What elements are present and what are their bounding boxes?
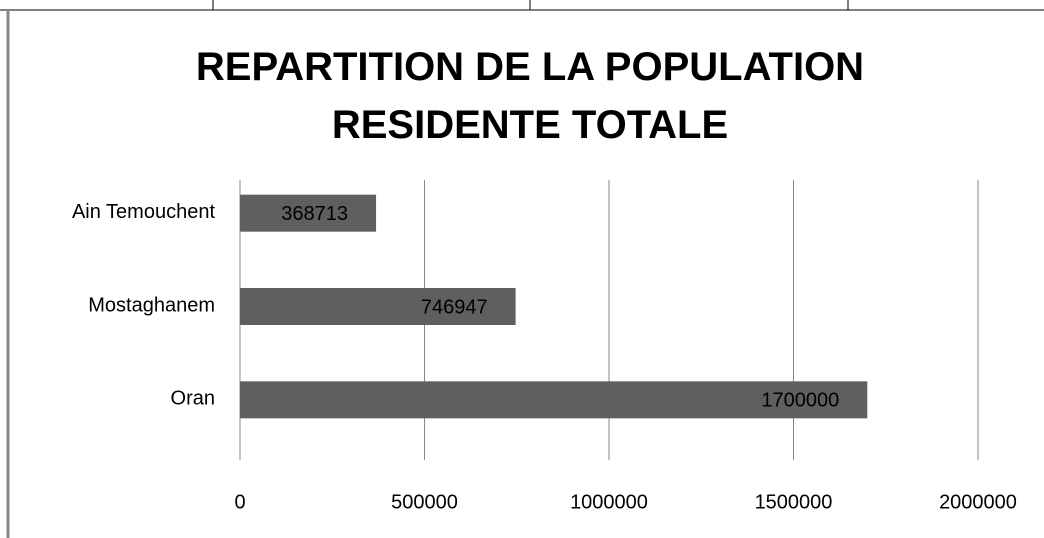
data-label: 368713 <box>281 203 348 225</box>
y-tick-label: Mostaghanem <box>88 294 215 316</box>
x-tick-label: 500000 <box>391 491 458 513</box>
bar <box>240 288 516 325</box>
x-tick-label: 0 <box>234 491 245 513</box>
x-tick-label: 1000000 <box>570 491 648 513</box>
x-tick-label: 2000000 <box>939 491 1017 513</box>
data-label: 1700000 <box>761 390 839 412</box>
data-label: 746947 <box>421 296 488 318</box>
y-tick-label: Oran <box>171 388 215 410</box>
y-tick-label: Ain Temouchent <box>72 201 216 223</box>
bar <box>240 194 377 232</box>
bar <box>240 381 868 419</box>
chart-title: REPARTITION DE LA POPULATION RESIDENTE T… <box>195 45 865 147</box>
x-tick-label: 1500000 <box>755 491 833 513</box>
